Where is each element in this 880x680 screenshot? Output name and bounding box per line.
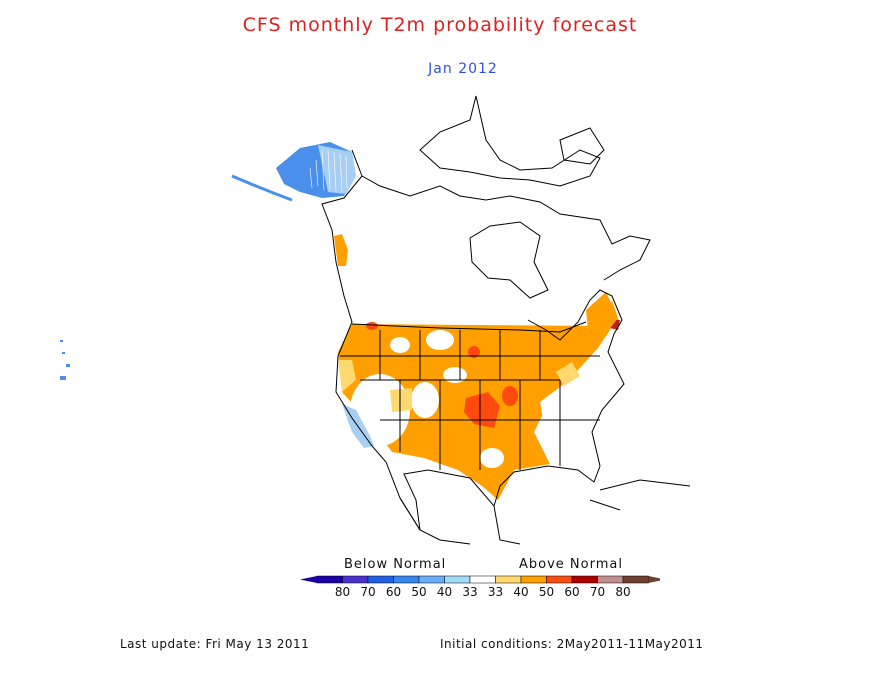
below-normal-label: Below Normal [344,557,447,572]
probability-colorbar [300,575,660,584]
alaska-peninsula [231,174,293,202]
canada-us-border [351,321,587,333]
colorbar-tick-label: 70 [589,585,606,599]
colorbar-tick-label: 50 [538,585,555,599]
light-above-normal-area [556,362,580,386]
caribbean-islands [589,479,691,511]
colorbar-swatch [495,575,522,584]
colorbar-tick-label: 50 [411,585,427,599]
normal-region [411,382,439,418]
colorbar-tick-label: 33 [462,585,478,599]
map-subtitle: Jan 2012 [428,61,498,77]
colorbar-swatch [571,575,598,584]
colorbar-tick-label: 80 [334,585,351,599]
normal-region [480,448,504,468]
colorbar-tick-label: 60 [385,585,402,599]
last-update-text: Last update: Fri May 13 2011 [120,637,310,651]
mexico-coastline [399,497,521,545]
colorbar-tick-label: 40 [513,585,529,599]
normal-region [426,330,454,350]
above-normal-label: Above Normal [519,557,623,572]
colorbar-tick-label: 33 [487,585,504,599]
above-normal-50-area [468,346,480,358]
hawaii-islands [60,340,70,380]
normal-region [390,337,410,353]
north-america-coastline [361,175,651,281]
above-normal-50-area [366,322,378,330]
initial-conditions-text: Initial conditions: 2May2011-11May2011 [440,637,704,651]
arctic-islands-coastline [419,95,601,187]
light-above-normal-area [390,388,412,412]
colorbar-swatch [597,575,624,584]
colorbar-swatch [342,575,369,584]
colorbar-tick-label: 80 [615,585,631,599]
bc-coast-above-normal [334,234,348,266]
colorbar-tick-label: 40 [436,585,453,599]
colorbar-swatch [316,575,343,584]
colorbar-swatch [520,575,547,584]
colorbar-tick-label: 60 [564,585,580,599]
hudson-bay-coastline [469,221,549,299]
colorbar-swatch [418,575,445,584]
above-normal-50-area [464,392,500,428]
colorbar-swatch [393,575,420,584]
alaska-light-area [318,145,356,194]
alaska-stripes [309,149,348,193]
northeast-above-normal-area [586,292,618,336]
above-normal-50-area [502,386,518,406]
normal-region [443,367,467,383]
colorbar-swatch [469,575,496,584]
north-america-coastline [321,149,625,531]
colorbar-swatch [622,575,649,584]
colorbar-swatch [444,575,471,584]
forecast-map [60,95,691,545]
colorbar-right-arrow [648,576,660,583]
greenland-coastline [559,127,605,165]
colorbar-left-arrow [300,576,317,583]
map-title: CFS monthly T2m probability forecast [242,14,638,36]
state-borders [340,330,600,470]
colorbar-swatch [546,575,573,584]
colorbar-tick-label: 70 [360,585,376,599]
light-above-normal-area [338,360,356,392]
colorbar-swatch [367,575,394,584]
